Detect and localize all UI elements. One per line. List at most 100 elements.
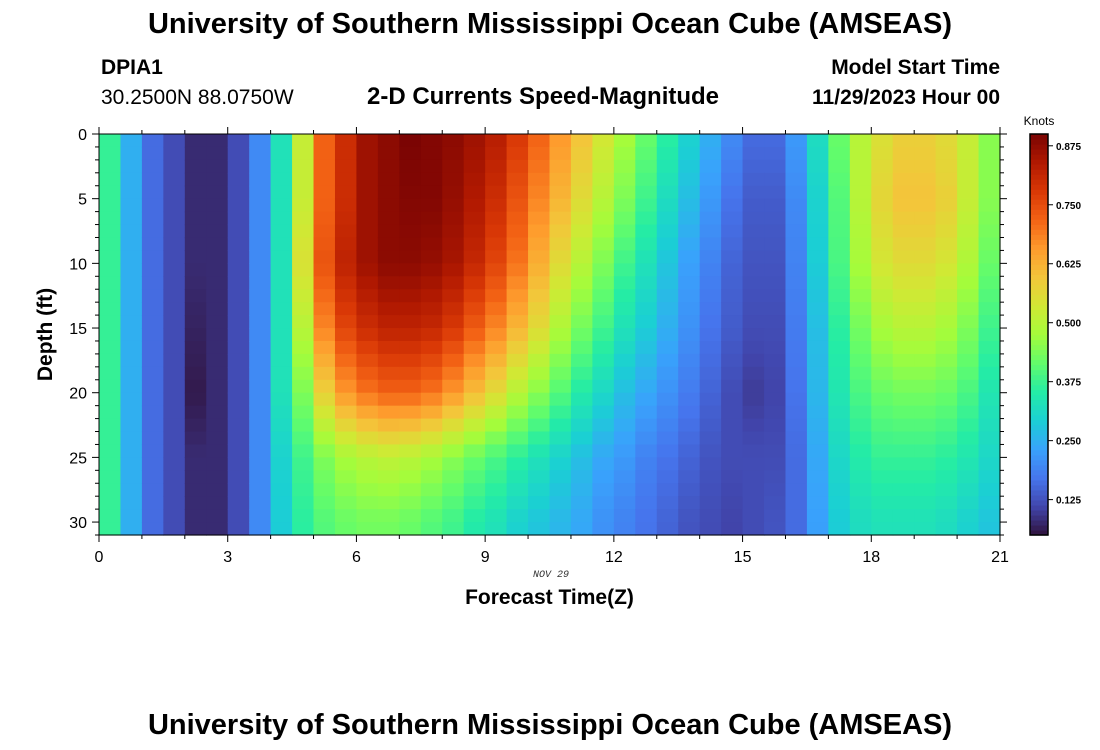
heatmap-cell <box>978 431 1001 446</box>
heatmap-cell <box>120 289 143 303</box>
heatmap-cell <box>506 418 529 433</box>
heatmap-cell <box>206 211 229 226</box>
heatmap-cell <box>163 224 186 239</box>
heatmap-cell <box>785 444 808 458</box>
heatmap-cell <box>914 366 937 381</box>
heatmap-cell <box>892 444 915 458</box>
heatmap-cell <box>678 315 701 329</box>
heatmap-cell <box>699 496 722 510</box>
heatmap-cell <box>935 263 958 277</box>
heatmap-cell <box>334 146 358 161</box>
heatmap-cell <box>592 185 615 200</box>
colorbar-segment <box>1030 144 1048 150</box>
heatmap-cell <box>377 289 400 303</box>
heatmap-cell <box>764 405 787 420</box>
heatmap-cell <box>463 289 486 303</box>
heatmap-cell <box>656 431 679 446</box>
heatmap-cell <box>656 328 679 342</box>
heatmap-cell <box>120 276 143 290</box>
colorbar-segment <box>1030 269 1048 275</box>
heatmap-cell <box>678 509 701 523</box>
heatmap-cell <box>957 470 980 484</box>
station-id: DPIA1 <box>101 56 163 79</box>
heatmap-cell <box>613 159 636 174</box>
heatmap-cell <box>871 457 894 471</box>
heatmap-cell <box>206 224 229 239</box>
heatmap-cell <box>313 211 336 226</box>
heatmap-cell <box>356 366 379 381</box>
heatmap-cell <box>806 444 829 458</box>
heatmap-cell <box>914 496 937 510</box>
heatmap-cell <box>678 263 701 277</box>
heatmap-cell <box>420 496 443 510</box>
heatmap-cell <box>463 250 486 264</box>
heatmap-cell <box>806 224 829 239</box>
heatmap-cell <box>978 198 1001 213</box>
heatmap-cell <box>957 172 980 187</box>
x-tick-label: 0 <box>95 549 104 566</box>
colorbar-segment <box>1030 354 1048 361</box>
heatmap-cell <box>935 185 958 200</box>
heatmap-cell <box>270 457 293 471</box>
heatmap-cell <box>613 366 636 381</box>
heatmap-cell <box>570 198 593 213</box>
heatmap-cell <box>163 483 186 497</box>
heatmap-cell <box>785 405 808 420</box>
heatmap-cell <box>849 353 872 368</box>
heatmap-cell <box>141 457 164 471</box>
heatmap-cell <box>292 457 315 471</box>
heatmap-cell <box>399 405 422 420</box>
heatmap-cell <box>99 353 122 368</box>
heatmap-cell <box>785 366 808 381</box>
heatmap-cell <box>635 379 658 394</box>
heatmap-cell <box>356 224 379 239</box>
heatmap-cell <box>420 289 443 303</box>
heatmap-cell <box>935 250 958 264</box>
heatmap-cell <box>227 276 250 290</box>
heatmap-cell <box>420 444 443 458</box>
heatmap-cell <box>549 353 572 368</box>
heatmap-cell <box>957 522 980 536</box>
heatmap-cell <box>935 483 958 497</box>
heatmap-cell <box>785 340 808 355</box>
heatmap-cell <box>613 392 636 407</box>
heatmap-cell <box>506 470 529 484</box>
heatmap-cell <box>528 470 551 484</box>
heatmap-cell <box>120 146 143 161</box>
heatmap-cell <box>721 211 744 226</box>
heatmap-cell <box>549 470 572 484</box>
heatmap-cell <box>184 509 207 523</box>
heatmap-cell <box>764 457 787 471</box>
heatmap-cell <box>806 198 829 213</box>
heatmap-cell <box>892 134 915 148</box>
heatmap-cell <box>635 340 658 355</box>
heatmap-cell <box>849 366 872 381</box>
heatmap-cell <box>613 457 636 471</box>
heatmap-cell <box>764 470 787 484</box>
heatmap-cell <box>227 457 250 471</box>
heatmap-cell <box>227 392 250 407</box>
heatmap-cell <box>356 237 379 252</box>
heatmap-cell <box>935 146 958 161</box>
heatmap-cell <box>785 470 808 484</box>
heatmap-cell <box>892 276 915 290</box>
colorbar-segment <box>1030 184 1048 190</box>
heatmap-cell <box>184 353 207 368</box>
heatmap-cell <box>120 328 143 342</box>
heatmap-cell <box>313 392 336 407</box>
heatmap-cell <box>549 237 572 252</box>
heatmap-cell <box>764 315 787 329</box>
heatmap-cell <box>120 379 143 394</box>
heatmap-cell <box>613 418 636 433</box>
heatmap-cell <box>528 172 551 187</box>
heatmap-cell <box>570 263 593 277</box>
heatmap-cell <box>141 340 164 355</box>
heatmap-cell <box>978 483 1001 497</box>
heatmap-cell <box>914 392 937 407</box>
heatmap-cell <box>377 340 400 355</box>
heatmap-cell <box>806 276 829 290</box>
heatmap-cell <box>120 457 143 471</box>
heatmap-cell <box>528 431 551 446</box>
heatmap-cell <box>313 444 336 458</box>
heatmap-cell <box>184 276 207 290</box>
